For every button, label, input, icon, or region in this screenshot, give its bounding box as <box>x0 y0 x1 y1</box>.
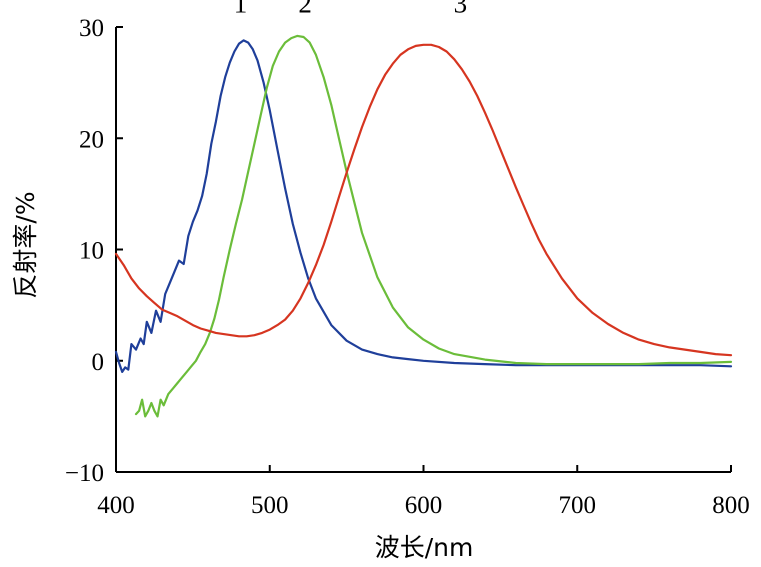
curve-label-2: 2 <box>298 0 312 19</box>
x-tick-label: 400 <box>97 492 135 519</box>
y-tick-label: 0 <box>92 349 105 376</box>
curve-label-1: 1 <box>234 0 248 19</box>
curve-label-3: 3 <box>454 0 468 19</box>
y-tick-label: 30 <box>79 15 104 42</box>
x-axis-title: 波长/nm <box>375 533 474 562</box>
series-line-3 <box>114 43 733 357</box>
x-tick-label: 700 <box>559 492 597 519</box>
y-axis-title: 反射率/% <box>11 191 40 298</box>
series-line-2 <box>134 34 733 418</box>
x-tick-label: 500 <box>251 492 289 519</box>
curve-labels: 1 2 3 <box>234 0 467 19</box>
axes: 400 500 600 700 800 −10 0 10 20 30 <box>65 15 750 519</box>
y-tick-label: 20 <box>79 126 104 153</box>
y-tick-label: −10 <box>65 460 104 487</box>
y-tick-label: 10 <box>79 238 104 265</box>
x-tick-label: 600 <box>405 492 443 519</box>
series-line-1 <box>114 39 733 373</box>
series-group <box>114 34 733 418</box>
x-tick-label: 800 <box>712 492 750 519</box>
